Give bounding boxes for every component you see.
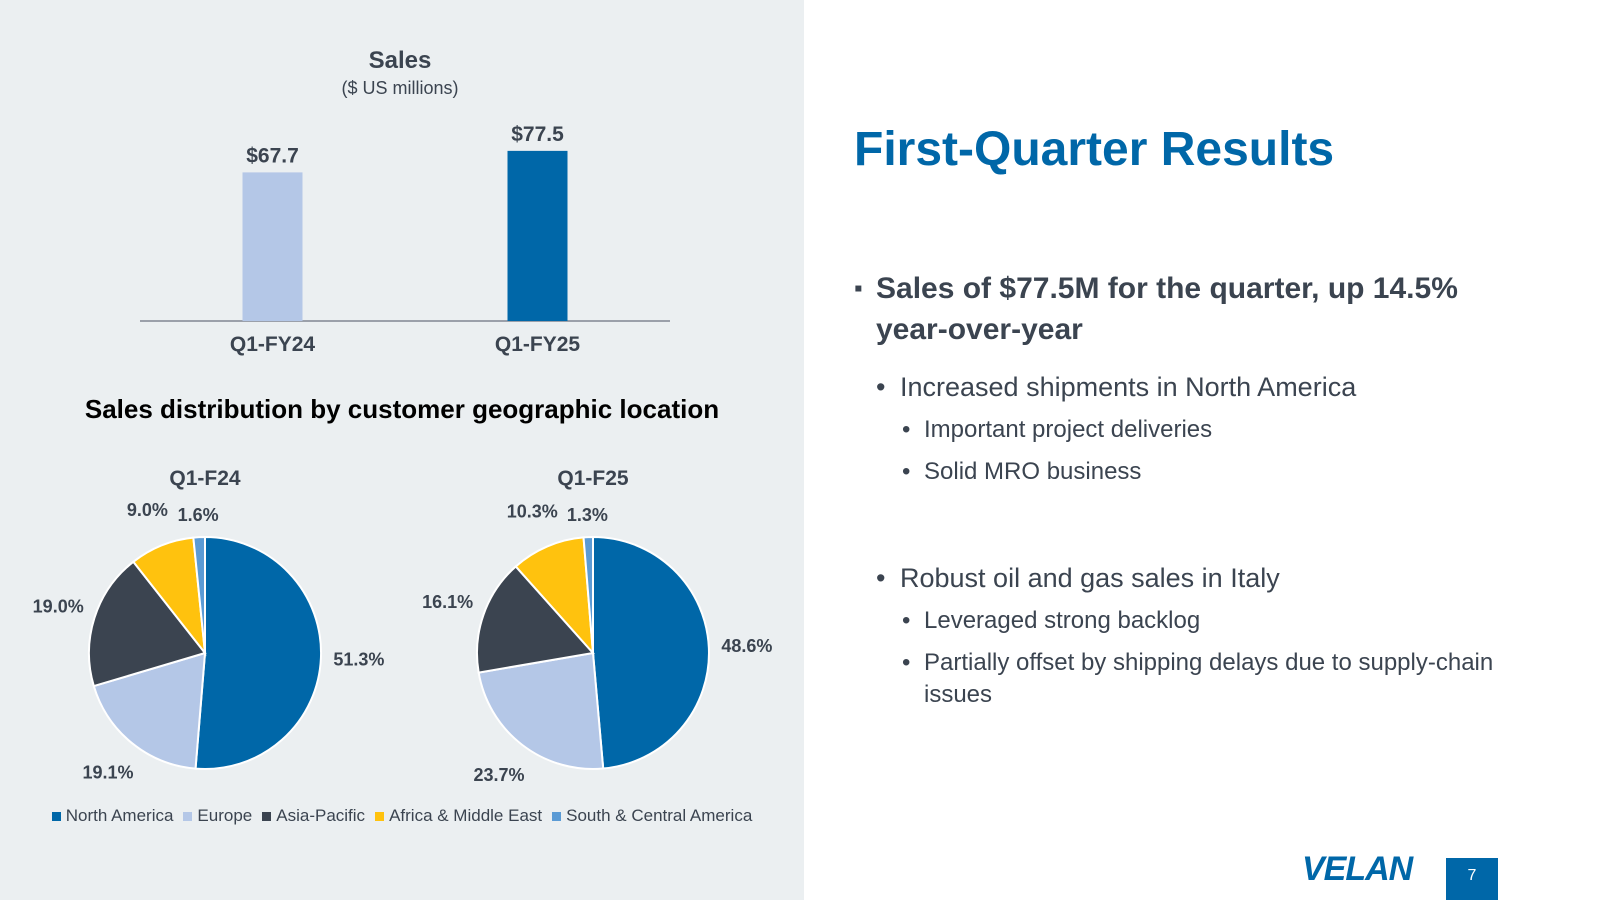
pie-slice-q1-f24	[192, 535, 206, 654]
legend-item: Africa & Middle East	[375, 806, 542, 826]
pie-label-q1-f25: 23.7%	[473, 765, 524, 785]
pie-label-q1-f25: 48.6%	[721, 636, 772, 656]
pie-label-q1-f25: 16.1%	[422, 592, 473, 612]
charts-svg: Sales ($ US millions) Q1-F24 Q1-F25 $67.…	[33, 47, 773, 785]
pie-slice-q1-f24	[194, 535, 322, 770]
legend-label: North America	[65, 806, 174, 825]
legend-item: Asia-Pacific	[262, 806, 365, 826]
legend-label: South & Central America	[566, 806, 753, 825]
legend-label: Africa & Middle East	[389, 806, 543, 825]
bar-chart-subtitle: ($ US millions)	[341, 78, 458, 98]
pie-slice-q1-f25	[592, 535, 710, 770]
pie-label-q1-f24: 19.0%	[33, 596, 84, 616]
velan-logo: VELAN	[1302, 850, 1413, 888]
legend-item: Europe	[183, 806, 252, 826]
pie-label-q1-f24: 9.0%	[127, 500, 168, 520]
pie-slice-q1-f25	[582, 535, 594, 654]
pie-slice-q1-f24	[88, 560, 207, 688]
chart-panel	[0, 0, 804, 900]
bar-category-label: Q1-FY25	[495, 333, 581, 356]
pie-slice-q1-f25	[476, 565, 595, 674]
bar-q1-fy24	[242, 172, 303, 321]
legend-label: Asia-Pacific	[276, 806, 366, 825]
bar-data-label: $67.7	[246, 144, 299, 167]
bullet-mro-business: Solid MRO business	[854, 456, 1514, 488]
pie-label-q1-f24: 19.1%	[82, 763, 133, 783]
bar-data-label: $77.5	[511, 123, 564, 146]
pie-label-q1-f24: 51.3%	[333, 649, 384, 669]
pie-slice-q1-f25	[514, 536, 595, 656]
bullet-italy: Robust oil and gas sales in Italy	[854, 561, 1514, 595]
legend-swatch	[51, 811, 61, 821]
bullet-shipping-delays: Partially offset by shipping delays due …	[854, 647, 1514, 711]
legend-swatch	[262, 811, 272, 821]
pie-label-q1-f24: 1.6%	[178, 505, 219, 525]
bullet-north-america: Increased shipments in North America	[854, 370, 1514, 404]
bar-q1-fy25	[507, 150, 568, 321]
page-number: 7	[1446, 858, 1498, 900]
pie-chart-title-q1-f25: Q1-F25	[557, 467, 629, 490]
bar-chart-title: Sales	[369, 47, 432, 74]
pie-legend: North America Europe Asia-Pacific Africa & …	[0, 806, 804, 826]
pie-label-q1-f25: 10.3%	[507, 502, 558, 522]
pie-slice-q1-f25	[477, 651, 605, 770]
pie-slice-q1-f24	[92, 651, 207, 770]
bullet-project-deliveries: Important project deliveries	[854, 414, 1514, 446]
pie-chart-title-q1-f24: Q1-F24	[169, 467, 241, 490]
main-bullet: Sales of $77.5M for the quarter, up 14.5…	[854, 268, 1514, 350]
slide-title: First-Quarter Results	[854, 123, 1335, 176]
bullet-list: Sales of $77.5M for the quarter, up 14.5…	[854, 268, 1514, 711]
bullet-backlog: Leveraged strong backlog	[854, 605, 1514, 637]
pie-label-q1-f25: 1.3%	[567, 505, 608, 525]
legend-item: North America	[51, 806, 174, 826]
geo-distribution-heading: Sales distribution by customer geographi…	[84, 394, 720, 424]
legend-swatch	[375, 811, 385, 821]
legend-item: South & Central America	[552, 806, 752, 826]
legend-label: Europe	[197, 806, 253, 825]
bar-category-label: Q1-FY24	[230, 333, 316, 356]
legend-swatch	[552, 811, 562, 821]
legend-swatch	[183, 811, 193, 821]
